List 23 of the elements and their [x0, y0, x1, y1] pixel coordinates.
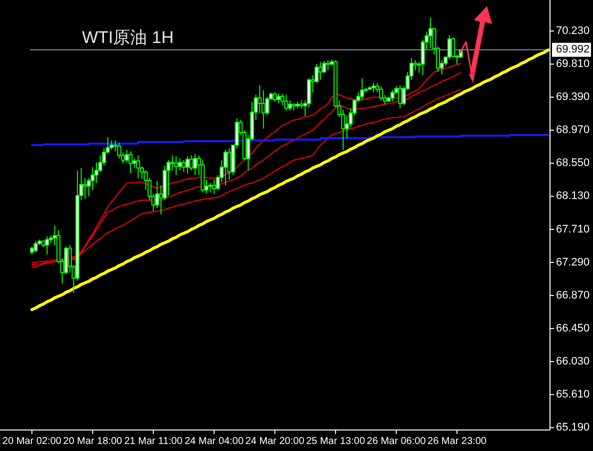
y-tick-label: 68.550 — [556, 157, 590, 170]
x-tick-label: 25 Mar 13:00 — [306, 436, 366, 447]
ref-line-label: 69.992 — [556, 44, 590, 56]
x-tick-label: 20 Mar 18:00 — [63, 436, 123, 447]
y-tick-label: 66.030 — [556, 355, 590, 368]
y-tick-label: 66.870 — [556, 289, 590, 302]
x-tick-label: 20 Mar 02:00 — [2, 436, 62, 447]
y-tick-label: 70.230 — [556, 24, 590, 37]
x-tick-label: 24 Mar 04:00 — [184, 436, 244, 447]
text: WTI原油 1H — [82, 28, 174, 47]
x-tick-label: 26 Mar 23:00 — [428, 436, 487, 447]
y-tick-label: 65.190 — [556, 422, 590, 434]
y-tick-label: 69.810 — [556, 58, 590, 70]
x-tick-label: 21 Mar 11:00 — [124, 436, 183, 447]
x-tick-label: 26 Mar 06:00 — [366, 436, 426, 447]
y-tick-label: 68.130 — [556, 190, 590, 202]
y-tick-label: 67.290 — [556, 256, 590, 268]
y-tick-label: 67.710 — [556, 223, 590, 236]
y-tick-label: 69.390 — [556, 91, 590, 104]
y-tick-label: 68.970 — [556, 124, 590, 136]
y-tick-label: 65.610 — [556, 388, 590, 400]
y-tick-label: 66.450 — [556, 322, 590, 334]
x-tick-label: 24 Mar 20:00 — [245, 436, 305, 447]
